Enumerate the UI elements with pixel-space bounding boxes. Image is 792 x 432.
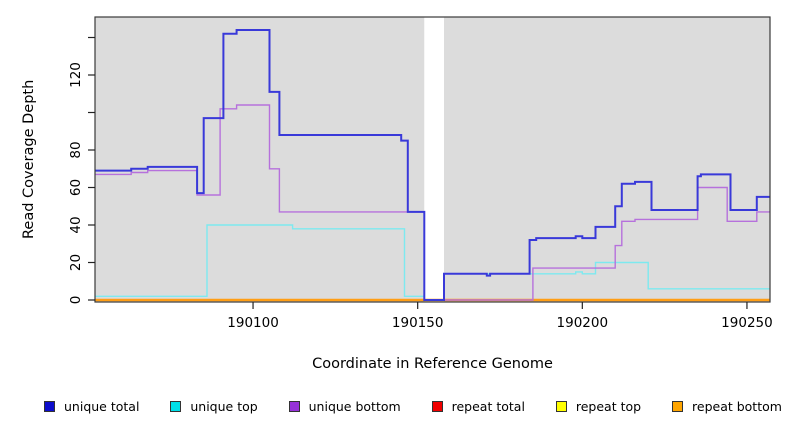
legend-swatch-unique-top — [170, 401, 182, 412]
legend-item-unique-top: unique top — [170, 399, 258, 414]
legend-swatch-unique-total — [44, 401, 55, 412]
legend-label-repeat-total: repeat total — [451, 399, 525, 414]
legend-swatch-repeat-bottom — [672, 401, 684, 412]
legend-item-unique-bottom: unique bottom — [288, 399, 401, 414]
y-tick-label: 120 — [68, 62, 84, 88]
plot-border — [94, 16, 771, 303]
legend-swatch-repeat-top — [555, 401, 567, 412]
coverage-plot: 0 20 40 60 80 120 190100 190150 190200 190250 — [68, 16, 773, 331]
legend-swatch-repeat-total — [431, 401, 443, 412]
y-tick-label: 40 — [68, 216, 84, 233]
coverage-gap-band — [424, 17, 445, 302]
x-tick-label: 190100 — [227, 315, 279, 331]
x-tick-label: 190250 — [721, 315, 773, 331]
legend-label-unique-bottom: unique bottom — [308, 399, 401, 414]
legend-item-repeat-total: repeat total — [431, 399, 525, 414]
x-tick-label: 190200 — [557, 315, 609, 331]
legend-item-repeat-bottom: repeat bottom — [672, 399, 782, 414]
y-tick-label: 80 — [68, 141, 84, 158]
x-axis-title: Coordinate in Reference Genome — [312, 356, 553, 372]
legend-swatch-unique-bottom — [288, 401, 300, 412]
legend-label-unique-top: unique top — [190, 399, 258, 414]
legend: unique total unique top unique bottom re… — [44, 399, 782, 414]
series-line-unique-total — [95, 29, 770, 301]
legend-item-repeat-top: repeat top — [555, 399, 642, 414]
legend-label-repeat-bottom: repeat bottom — [692, 399, 782, 414]
legend-item-unique-total: unique total — [44, 399, 139, 414]
y-tick-label: 60 — [68, 179, 84, 196]
y-tick-label: 20 — [68, 254, 84, 271]
x-tick-label: 190150 — [392, 315, 444, 331]
y-tick-label: 0 — [68, 296, 84, 305]
legend-label-repeat-top: repeat top — [575, 399, 642, 414]
legend-label-unique-total: unique total — [64, 399, 140, 414]
